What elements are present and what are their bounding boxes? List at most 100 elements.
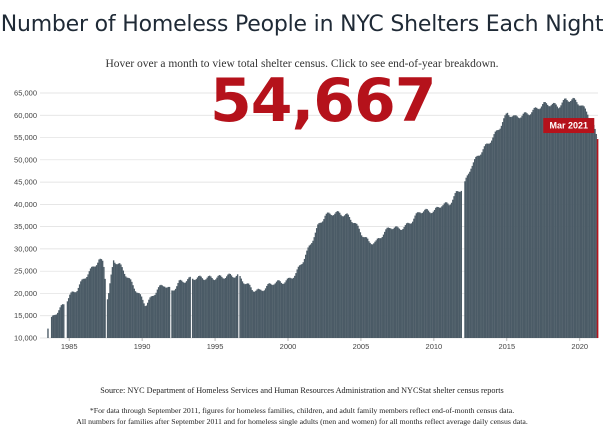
month-bar[interactable]	[148, 299, 150, 338]
month-bar[interactable]	[579, 105, 582, 339]
month-bar[interactable]	[414, 215, 416, 338]
month-bar[interactable]	[89, 268, 92, 338]
month-bar[interactable]	[235, 275, 238, 338]
month-bar[interactable]	[529, 114, 532, 338]
month-bar[interactable]	[517, 117, 520, 338]
month-bar[interactable]	[472, 162, 475, 338]
month-bar[interactable]	[374, 241, 376, 338]
month-bar[interactable]	[67, 298, 70, 338]
month-bar[interactable]	[195, 279, 197, 338]
month-bar[interactable]	[252, 291, 255, 338]
month-bar[interactable]	[410, 223, 413, 338]
month-bar[interactable]	[557, 108, 560, 338]
month-bar[interactable]	[188, 277, 190, 338]
month-bar[interactable]	[183, 282, 185, 338]
month-bar[interactable]	[207, 276, 210, 338]
month-bar[interactable]	[583, 106, 585, 338]
month-bar[interactable]	[548, 106, 550, 338]
month-bar[interactable]	[208, 275, 211, 338]
month-bar[interactable]	[376, 238, 379, 338]
month-bar[interactable]	[185, 281, 188, 338]
month-bar[interactable]	[182, 281, 184, 338]
month-bar[interactable]	[53, 315, 55, 338]
month-bar[interactable]	[121, 267, 123, 338]
month-bar[interactable]	[341, 216, 343, 338]
month-bar[interactable]	[52, 315, 54, 338]
month-bar[interactable]	[270, 284, 273, 338]
month-bar[interactable]	[171, 290, 173, 338]
month-bar[interactable]	[424, 209, 426, 338]
month-bar[interactable]	[112, 260, 115, 338]
month-bar[interactable]	[245, 283, 247, 338]
month-bar[interactable]	[57, 312, 59, 338]
month-bar[interactable]	[570, 101, 572, 338]
month-bar[interactable]	[441, 206, 443, 338]
month-bar[interactable]	[132, 285, 134, 338]
month-bar[interactable]	[491, 140, 493, 338]
month-bar[interactable]	[313, 237, 315, 338]
month-bar[interactable]	[588, 118, 590, 338]
month-bar[interactable]	[363, 237, 365, 338]
month-bar[interactable]	[296, 269, 298, 338]
month-bar[interactable]	[223, 278, 225, 338]
month-bar[interactable]	[95, 265, 98, 338]
month-bar[interactable]	[435, 207, 437, 338]
month-bar[interactable]	[86, 276, 88, 338]
month-bar[interactable]	[339, 212, 341, 338]
month-bar[interactable]	[251, 290, 253, 338]
month-bar[interactable]	[515, 115, 517, 338]
month-bar[interactable]	[215, 279, 217, 338]
month-bar[interactable]	[568, 101, 571, 338]
month-bar[interactable]	[162, 286, 165, 338]
month-bar[interactable]	[59, 307, 61, 338]
month-bar[interactable]	[446, 202, 448, 338]
month-bar[interactable]	[308, 245, 311, 338]
month-bar[interactable]	[269, 283, 272, 338]
month-bar[interactable]	[469, 171, 471, 338]
month-bar[interactable]	[455, 191, 458, 338]
month-bar[interactable]	[373, 243, 375, 338]
month-bar[interactable]	[590, 121, 593, 339]
month-bar[interactable]	[380, 238, 382, 338]
month-bar[interactable]	[458, 191, 460, 338]
month-bar[interactable]	[82, 278, 84, 338]
month-bar[interactable]	[98, 259, 100, 338]
month-bar[interactable]	[288, 277, 290, 338]
month-bar[interactable]	[405, 223, 408, 338]
month-bar[interactable]	[381, 236, 383, 338]
month-bar[interactable]	[297, 266, 300, 338]
month-bar[interactable]	[505, 113, 507, 338]
month-bar[interactable]	[58, 310, 60, 338]
month-bar[interactable]	[425, 208, 427, 338]
month-bar[interactable]	[493, 134, 495, 338]
month-bar[interactable]	[499, 128, 501, 338]
month-bar[interactable]	[275, 281, 278, 338]
month-bar[interactable]	[199, 275, 201, 338]
month-bar[interactable]	[286, 278, 289, 338]
month-bar[interactable]	[466, 175, 469, 338]
month-bar[interactable]	[364, 237, 366, 338]
month-bar[interactable]	[415, 213, 418, 338]
month-bar[interactable]	[549, 106, 551, 339]
month-bar[interactable]	[179, 279, 182, 338]
month-bar[interactable]	[55, 314, 58, 338]
month-bar[interactable]	[272, 285, 274, 338]
month-bar[interactable]	[164, 286, 166, 338]
month-bar[interactable]	[305, 254, 307, 338]
month-bar[interactable]	[218, 275, 221, 338]
month-bar[interactable]	[551, 103, 554, 339]
month-bar[interactable]	[150, 296, 152, 338]
month-bar[interactable]	[525, 112, 527, 338]
month-bar[interactable]	[202, 279, 205, 338]
month-bar[interactable]	[404, 225, 407, 338]
month-bar[interactable]	[307, 247, 309, 338]
month-bar[interactable]	[367, 238, 369, 338]
month-bar[interactable]	[247, 283, 250, 338]
month-bar[interactable]	[444, 202, 447, 338]
month-bar[interactable]	[174, 288, 177, 338]
month-bar[interactable]	[420, 213, 422, 338]
month-bar[interactable]	[328, 212, 330, 338]
month-bar[interactable]	[258, 289, 261, 338]
month-bar[interactable]	[430, 213, 432, 338]
month-bar[interactable]	[123, 273, 126, 338]
